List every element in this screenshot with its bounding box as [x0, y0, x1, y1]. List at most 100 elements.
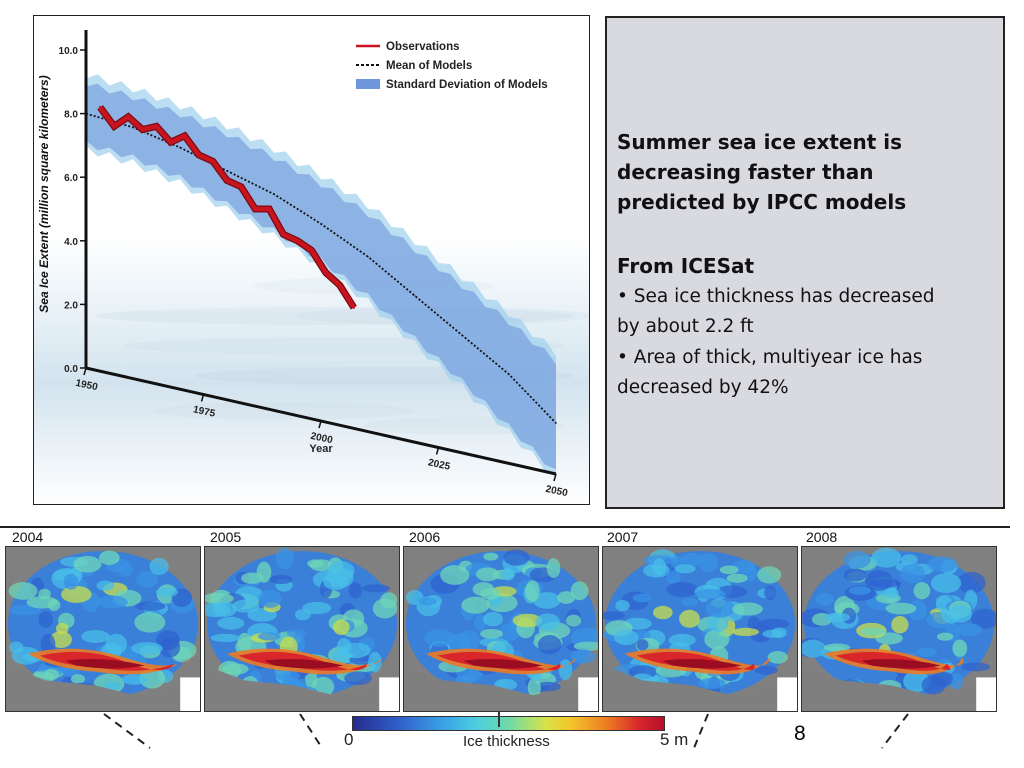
thickness-patch	[636, 639, 649, 651]
observation-point	[324, 271, 327, 274]
thickness-patch	[258, 589, 282, 608]
ice-thickness-map-2006	[403, 546, 599, 712]
summary-panel: Summer sea ice extent is decreasing fast…	[605, 16, 1005, 509]
observation-point	[141, 128, 144, 131]
thickness-patch	[525, 580, 540, 603]
thickness-patch	[368, 651, 382, 673]
thickness-patch	[418, 597, 438, 606]
thickness-patch	[679, 609, 700, 628]
ice-thickness-map-2004	[5, 546, 201, 712]
map-year-2004: 2004	[12, 529, 44, 545]
colorbar-min-label: 0	[344, 730, 354, 749]
observation-point	[225, 179, 229, 182]
thickness-patch	[70, 674, 86, 684]
mean-point	[367, 256, 369, 258]
bullet-2-line-2: decreased by 42%	[617, 377, 789, 398]
thickness-patch	[948, 605, 973, 623]
thickness-patch	[952, 639, 968, 658]
thickness-patch	[913, 582, 931, 600]
thickness-patch	[333, 619, 350, 636]
section-divider	[0, 526, 1010, 528]
thickness-patch	[380, 592, 398, 609]
map-year-2007: 2007	[607, 529, 639, 545]
thickness-patch	[257, 632, 281, 641]
leader-lines	[103, 713, 909, 749]
y-tick-label: 6.0	[64, 173, 78, 184]
thickest-ice-core-dark	[861, 658, 941, 669]
x-tick	[83, 367, 87, 376]
thickness-patch	[480, 588, 501, 600]
thickness-patch	[603, 611, 625, 620]
thickness-patch	[707, 613, 729, 633]
map-year-2006: 2006	[409, 529, 441, 545]
thickness-patch	[10, 604, 41, 616]
axis-ticks: 0.0 2.0 4.0 6.0 8.0 10.0 1950 1975 2000 2025 2050	[59, 46, 569, 499]
observation-point	[268, 207, 271, 211]
observation-point	[169, 141, 172, 144]
thickness-patch	[885, 602, 917, 615]
thickness-patch	[695, 588, 726, 600]
thickness-patch	[535, 613, 560, 631]
headline-line-1: Summer sea ice extent is	[617, 130, 902, 154]
thickness-patch	[921, 675, 946, 695]
std-band-inner	[86, 83, 556, 470]
thickness-patch	[424, 629, 455, 647]
thickness-patch	[843, 568, 867, 582]
thickness-patch	[891, 616, 909, 634]
thickness-patch	[483, 611, 504, 627]
thickness-patch	[957, 571, 986, 594]
legend-label: Mean of Models	[386, 60, 472, 72]
thickness-patch	[134, 612, 166, 633]
x-tick-label: 1975	[192, 404, 216, 419]
thickness-patch	[362, 584, 390, 593]
y-axis-label: Sea Ice Extent (million square kilometer…	[37, 75, 51, 312]
thickness-patch	[823, 643, 851, 652]
thickness-patch	[681, 597, 698, 607]
greenland-mask	[180, 677, 200, 711]
thickness-patch	[302, 601, 332, 615]
observation-point	[239, 185, 243, 188]
thickness-patch	[681, 552, 703, 567]
thickness-patch	[512, 613, 543, 628]
mean-point	[461, 334, 463, 336]
thickest-ice-core-dark	[662, 658, 742, 669]
legend-label: Observations	[386, 41, 460, 53]
thickness-patch	[440, 565, 470, 585]
thickness-patch	[956, 623, 982, 637]
mean-point	[414, 295, 416, 297]
thickness-patch	[705, 599, 735, 618]
thickness-patch	[241, 572, 264, 584]
y-tick-label: 0.0	[64, 364, 78, 375]
thickness-patch	[824, 612, 851, 622]
thickness-patch	[99, 550, 120, 566]
x-tick-label: 2025	[427, 457, 451, 472]
map-year-2005: 2005	[210, 529, 242, 545]
mean-point	[555, 422, 557, 424]
thickness-patch	[503, 549, 530, 566]
observation-point	[352, 306, 356, 309]
thickness-patch	[666, 582, 699, 598]
coastline	[6, 665, 200, 711]
thickness-patch	[50, 631, 72, 648]
thickness-patch	[461, 596, 490, 614]
thickness-patch	[104, 681, 121, 690]
bullet-1-line-1: • Sea ice thickness has decreased	[617, 286, 935, 307]
thickest-ice-core-dark	[65, 658, 145, 669]
observation-point	[338, 284, 341, 287]
thickness-patch	[900, 563, 925, 584]
leader-line	[693, 713, 709, 749]
thickness-patch	[483, 552, 499, 561]
thickness-patch	[136, 571, 158, 588]
thickness-patch	[764, 585, 777, 600]
x-tick-label: 2000	[309, 431, 333, 446]
colorbar-tick	[498, 712, 500, 727]
mean-point	[508, 373, 510, 375]
thickness-patch	[615, 600, 630, 612]
thickness-patch	[476, 567, 500, 582]
thickness-patch	[566, 614, 582, 627]
x-tick	[318, 420, 322, 429]
sea-ice-extent-chart: 0.0 2.0 4.0 6.0 8.0 10.0 1950 1975 2000 2025 2050 …	[33, 15, 590, 505]
y-tick-label: 10.0	[59, 46, 79, 57]
thickest-ice-core-dark	[264, 658, 344, 669]
observation-point	[254, 207, 257, 211]
